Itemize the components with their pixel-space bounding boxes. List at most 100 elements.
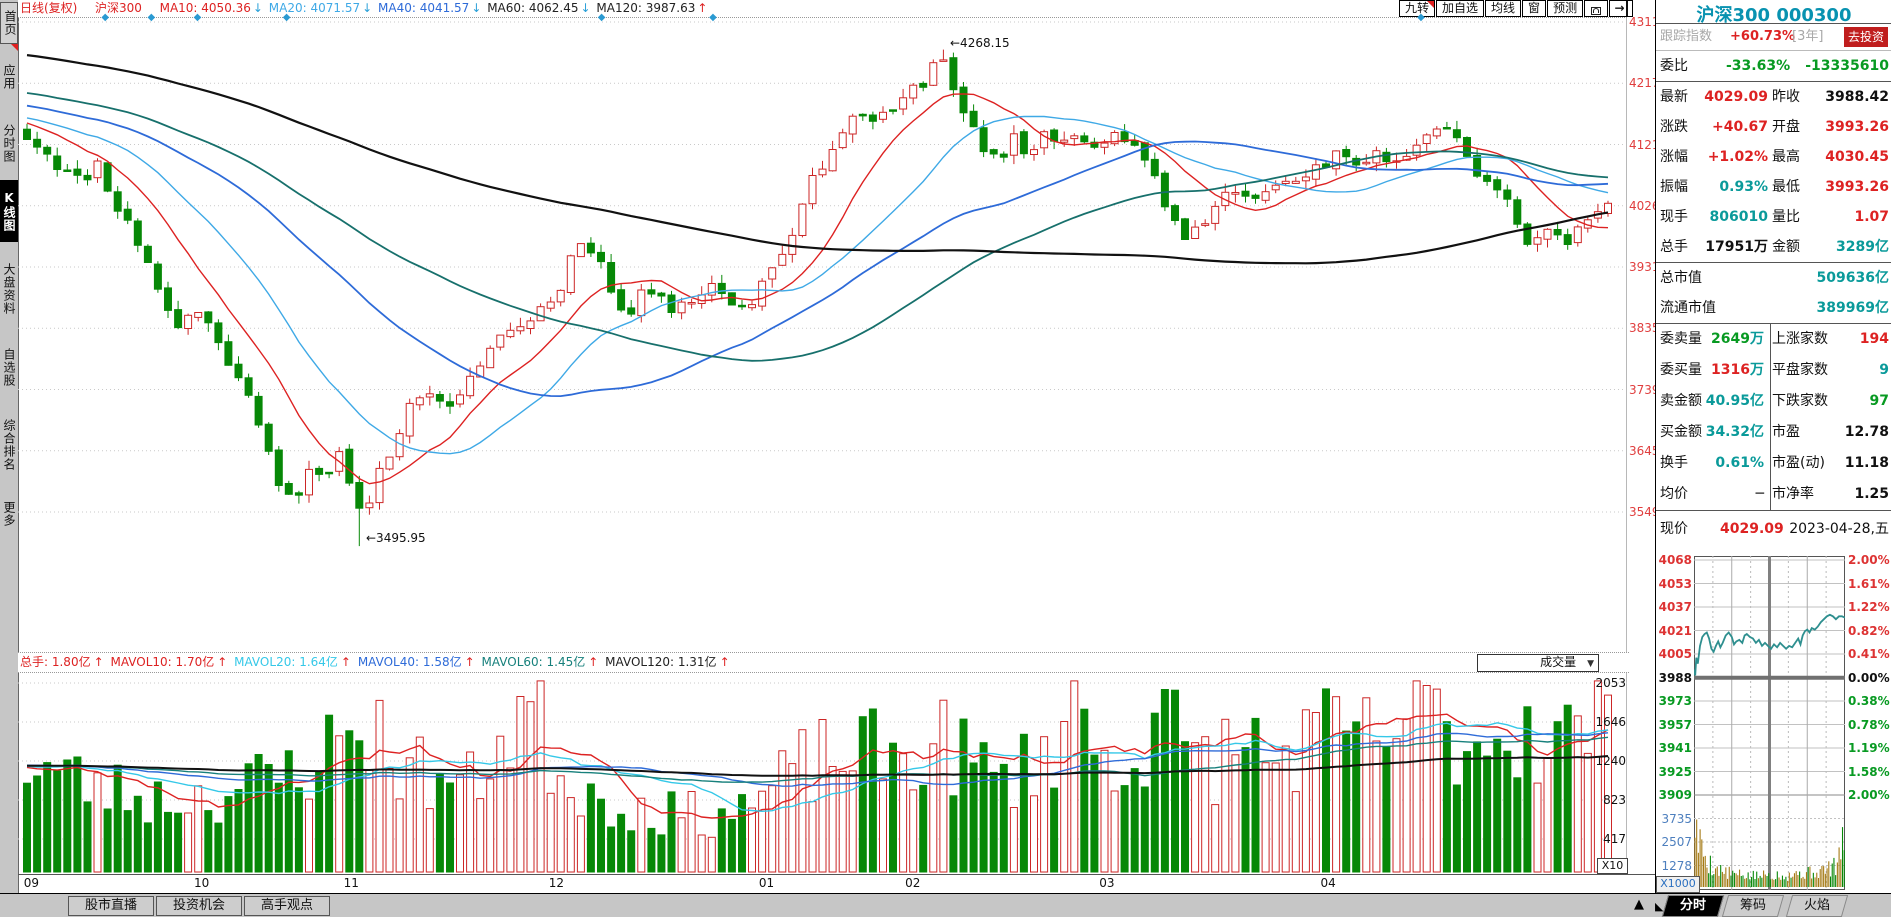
row-value: 806010	[1709, 209, 1768, 225]
row-label: 均价	[1660, 486, 1688, 502]
current-price-value: 4029.09	[1720, 521, 1784, 537]
ma60-label: MA60: 4062.45	[487, 1, 579, 15]
sidebar-item-watchlist[interactable]: 自选股	[2, 347, 16, 387]
volume-axis-label: 1240	[1595, 754, 1626, 768]
mavol120-label: MAVOL120: 1.31亿	[605, 655, 717, 669]
volume-chart[interactable]	[18, 672, 1627, 874]
quote-row: 振幅 0.93% 最低 3993.26	[1656, 172, 1891, 202]
collapse-wedge-icon[interactable]: ◣	[1655, 900, 1664, 913]
month-label: 04	[1320, 876, 1336, 890]
tracking-label: 跟踪指数	[1660, 29, 1713, 44]
ma120-label: MA120: 3987.63	[596, 1, 696, 15]
mavol40-arrow-icon: ↑	[464, 655, 475, 669]
ma120-arrow-icon: ↑	[697, 1, 708, 15]
nine-turn-button[interactable]: 九转	[1399, 0, 1436, 17]
quote-row: 委卖量 2649万 上涨家数 194	[1656, 324, 1891, 354]
sidebar-item-apps[interactable]: 应用	[2, 64, 16, 90]
expand-up-icon[interactable]: ▲	[1634, 897, 1644, 912]
sidebar-item-rankings[interactable]: 综合排名	[2, 419, 16, 471]
row-value: 3993.26	[1825, 119, 1889, 135]
sidebar-item-more[interactable]: 更多	[2, 501, 16, 527]
mavol10-label: MAVOL10: 1.70亿	[110, 655, 215, 669]
window-button[interactable]: 窗	[1522, 0, 1547, 17]
row-label: 市盈(动)	[1772, 455, 1825, 471]
tab-expert-views[interactable]: 高手观点	[244, 896, 330, 916]
row-value: 1.07	[1854, 209, 1889, 225]
sidebar-item-home[interactable]: 首页	[0, 2, 18, 44]
row-label: 涨跌	[1660, 119, 1688, 135]
row-value: 2649万	[1711, 331, 1764, 347]
row-label: 最新	[1660, 89, 1688, 105]
mini-percent-label: 1.58%	[1848, 764, 1890, 779]
row-label: 流通市值	[1660, 300, 1716, 316]
ma20-arrow-icon: ↓	[362, 1, 373, 15]
mini-percent-label: 0.38%	[1848, 694, 1890, 708]
tab-chip-distribution[interactable]: 筹码	[1721, 895, 1785, 917]
weibi-label: 委比	[1660, 58, 1688, 74]
unlock-icon[interactable]	[1584, 0, 1609, 17]
volume-unit-label: X10	[1597, 858, 1628, 874]
jump-arrow-icon[interactable]: →	[1609, 0, 1634, 17]
current-date: 2023-04-28,五	[1789, 521, 1889, 537]
main-kline-chart[interactable]	[18, 18, 1627, 652]
mini-percent-label: 0.00%	[1848, 670, 1890, 685]
high-price-annotation: ←4268.15	[950, 36, 1010, 50]
row-label: 换手	[1660, 455, 1688, 471]
row-value: 34.32亿	[1705, 424, 1764, 440]
mavol10-arrow-icon: ↑	[217, 655, 228, 669]
mini-percent-label: 2.00%	[1848, 553, 1890, 567]
go-invest-button[interactable]: 去投资	[1844, 27, 1888, 47]
signal-diamond-icon: ◆	[1417, 12, 1425, 23]
row-value: 3993.26	[1825, 179, 1889, 195]
signal-diamond-icon: ◆	[147, 12, 156, 23]
tab-flame[interactable]: 火焰	[1785, 895, 1849, 917]
row-value: 97	[1869, 393, 1889, 409]
weibi-row: 委比 -33.63% -13335610	[1656, 51, 1891, 81]
signal-diamond-icon: ◆	[709, 12, 717, 23]
mini-price-label: 4005	[1658, 647, 1692, 661]
add-watchlist-button[interactable]: 加自选	[1436, 0, 1485, 17]
tab-intraday[interactable]: 分时	[1661, 895, 1725, 917]
tab-market-live[interactable]: 股市直播	[68, 896, 154, 916]
row-value: 4030.45	[1825, 149, 1889, 165]
indicator-dropdown[interactable]: 成交量 ▼	[1477, 654, 1599, 672]
ma-settings-button[interactable]: 均线	[1485, 0, 1522, 17]
row-label: 总市值	[1660, 270, 1702, 286]
sidebar-item-intraday[interactable]: 分时图	[2, 123, 16, 163]
mini-price-label: 3957	[1658, 717, 1692, 732]
x-axis-line	[18, 874, 1655, 875]
sidebar-item-market-data[interactable]: 大盘资料	[2, 263, 16, 315]
month-label: 11	[343, 876, 359, 890]
row-label: 昨收	[1772, 89, 1800, 105]
sidebar-item-kline[interactable]: K线图	[0, 180, 18, 242]
row-value: 3289亿	[1836, 239, 1889, 255]
mini-price-label: 3941	[1658, 741, 1692, 755]
y-axis-label: 3645	[1629, 443, 1660, 458]
forecast-button[interactable]: 预测	[1547, 0, 1584, 17]
mini-price-label: 3909	[1658, 788, 1692, 802]
symbol-title: 沪深300 000300	[1696, 5, 1852, 26]
mini-intraday-chart[interactable]	[1694, 556, 1845, 890]
y-axis-label: 4217	[1629, 76, 1660, 91]
mavol40-label: MAVOL40: 1.58亿	[357, 655, 462, 669]
mini-volume-label: 3735	[1661, 811, 1692, 826]
y-axis-label: 3549	[1629, 505, 1660, 519]
row-value: ─	[1755, 486, 1764, 502]
mini-price-label: 4068	[1658, 553, 1692, 567]
mini-price-label: 3988	[1658, 670, 1692, 685]
tracking-index-row: 跟踪指数 +60.73% [3年] 去投资	[1656, 24, 1891, 50]
low-price-annotation: ←3495.95	[366, 531, 426, 545]
vol-total-label: 总手: 1.80亿	[20, 655, 91, 669]
row-value: 40.95亿	[1705, 393, 1764, 409]
quote-row: 买金额 34.32亿 市盈 12.78	[1656, 417, 1891, 447]
row-label: 现手	[1660, 209, 1688, 225]
float-cap-row: 流通市值 389969亿	[1656, 293, 1891, 323]
volume-axis-label: 2053	[1595, 676, 1626, 690]
y-axis-label: 3835	[1629, 321, 1660, 336]
row-value: 1.25	[1854, 486, 1889, 502]
row-value: 0.61%	[1715, 455, 1764, 471]
mini-percent-label: 0.78%	[1848, 717, 1890, 732]
row-label: 下跌家数	[1772, 393, 1828, 409]
tab-invest-opportunity[interactable]: 投资机会	[156, 896, 242, 916]
row-value: 11.18	[1844, 455, 1889, 471]
